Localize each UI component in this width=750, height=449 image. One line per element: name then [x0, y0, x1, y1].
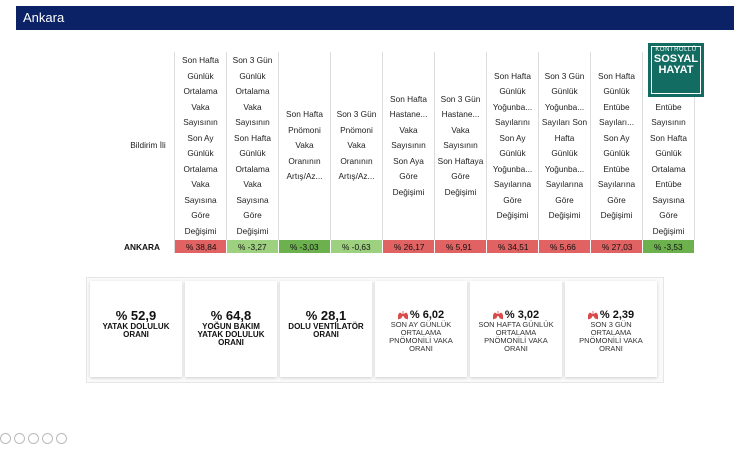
kpi-label: SON 3 GÜN ORTALAMA PNÖMONİLİ VAKA ORANI — [579, 320, 643, 353]
kpi-card-icu-occupancy: % 64,8 YOĞUN BAKIM YATAK DOLULUK ORANI — [185, 281, 277, 377]
table-cell: % 5,66 — [539, 240, 591, 253]
table-row[interactable]: ANKARA % 38,84 % -3,27 % -3,03 % -0,63 %… — [122, 240, 695, 253]
logo-line-3: HAYAT — [658, 64, 694, 76]
page-title-bar: Ankara — [16, 6, 734, 30]
kpi-label: SON AY GÜNLÜK ORTALAMA PNÖMONİLİ VAKA OR… — [389, 320, 453, 353]
kpi-value: % 52,9 — [115, 308, 157, 323]
column-header[interactable]: Son Hafta Günlük Yoğunba... Sayılarını S… — [487, 52, 539, 240]
page-title: Ankara — [23, 10, 65, 25]
more-icon[interactable] — [56, 433, 67, 444]
logo-frame — [651, 46, 701, 94]
table-cell-city: ANKARA — [122, 240, 175, 253]
column-header[interactable]: Son Hafta Pnömoni Vaka Oranının Artış/Az… — [279, 52, 331, 240]
table-header-row: Bildirim İli Son Hafta Günlük Ortalama V… — [122, 52, 695, 240]
logo-line-2: SOSYAL — [653, 53, 699, 65]
kpi-value: % 64,8 — [210, 308, 252, 323]
lungs-icon — [397, 310, 408, 320]
kpi-card-ventilator: % 28,1 DOLU VENTİLATÖR ORANI — [280, 281, 372, 377]
kpi-value: % 28,1 — [305, 308, 347, 323]
lungs-icon — [587, 310, 598, 320]
kpi-value: % 2,39 — [599, 309, 635, 321]
table-cell: % 26,17 — [383, 240, 435, 253]
edit-icon[interactable] — [28, 433, 39, 444]
kpi-card-bed-occupancy: % 52,9 YATAK DOLULUK ORANI — [90, 281, 182, 377]
column-header[interactable]: Son Hafta Günlük Ortalama Vaka Sayısının… — [175, 52, 227, 240]
table-cell: % 38,84 — [175, 240, 227, 253]
table-cell: % -3,27 — [227, 240, 279, 253]
kpi-label: DOLU VENTİLATÖR ORANI — [288, 322, 364, 339]
kpi-label: SON HAFTA GÜNLÜK ORTALAMA PNÖMONİLİ VAKA… — [478, 320, 554, 353]
kontrollu-sosyal-hayat-logo: KONTROLLÜ SOSYAL HAYAT — [648, 43, 704, 97]
logo-line-1: KONTROLLÜ — [655, 47, 697, 53]
table-cell: % -0,63 — [331, 240, 383, 253]
kpi-label: YATAK DOLULUK ORANI — [102, 322, 170, 339]
kpi-card-pneumonia-3day: % 2,39 SON 3 GÜN ORTALAMA PNÖMONİLİ VAKA… — [565, 281, 657, 377]
stats-table-container: Bildirim İli Son Hafta Günlük Ortalama V… — [122, 52, 695, 253]
table-cell: % 5,91 — [435, 240, 487, 253]
lungs-icon — [492, 310, 503, 320]
stats-table: Bildirim İli Son Hafta Günlük Ortalama V… — [122, 52, 695, 253]
back-icon[interactable] — [0, 433, 11, 444]
kpi-card-pneumonia-week: % 3,02 SON HAFTA GÜNLÜK ORTALAMA PNÖMONİ… — [470, 281, 562, 377]
column-header[interactable]: Son 3 Gün Günlük Yoğunba... Sayıları Son… — [539, 52, 591, 240]
column-header[interactable]: Son 3 Gün Günlük Ortalama Vaka Sayısının… — [227, 52, 279, 240]
viewer-toolbar — [0, 431, 70, 449]
forward-icon[interactable] — [14, 433, 25, 444]
column-header-city[interactable]: Bildirim İli — [122, 52, 175, 240]
kpi-cards-row: % 52,9 YATAK DOLULUK ORANI % 64,8 YOĞUN … — [86, 277, 664, 383]
table-cell: % -3,53 — [643, 240, 695, 253]
table-cell: % -3,03 — [279, 240, 331, 253]
column-header[interactable]: Son 3 Gün Pnömoni Vaka Oranının Artış/Az… — [331, 52, 383, 240]
table-cell: % 34,51 — [487, 240, 539, 253]
kpi-card-pneumonia-month: % 6,02 SON AY GÜNLÜK ORTALAMA PNÖMONİLİ … — [375, 281, 467, 377]
kpi-label: YOĞUN BAKIM YATAK DOLULUK ORANI — [197, 322, 265, 347]
zoom-icon[interactable] — [42, 433, 53, 444]
column-header[interactable]: Son 3 Gün Hastane... Vaka Sayısının Son … — [435, 52, 487, 240]
column-header[interactable]: Son Hafta Günlük Entübe Sayıları... Son … — [591, 52, 643, 240]
kpi-value: % 3,02 — [504, 309, 540, 321]
table-cell: % 27,03 — [591, 240, 643, 253]
column-header[interactable]: Son Hafta Hastane... Vaka Sayısının Son … — [383, 52, 435, 240]
kpi-value: % 6,02 — [409, 309, 445, 321]
